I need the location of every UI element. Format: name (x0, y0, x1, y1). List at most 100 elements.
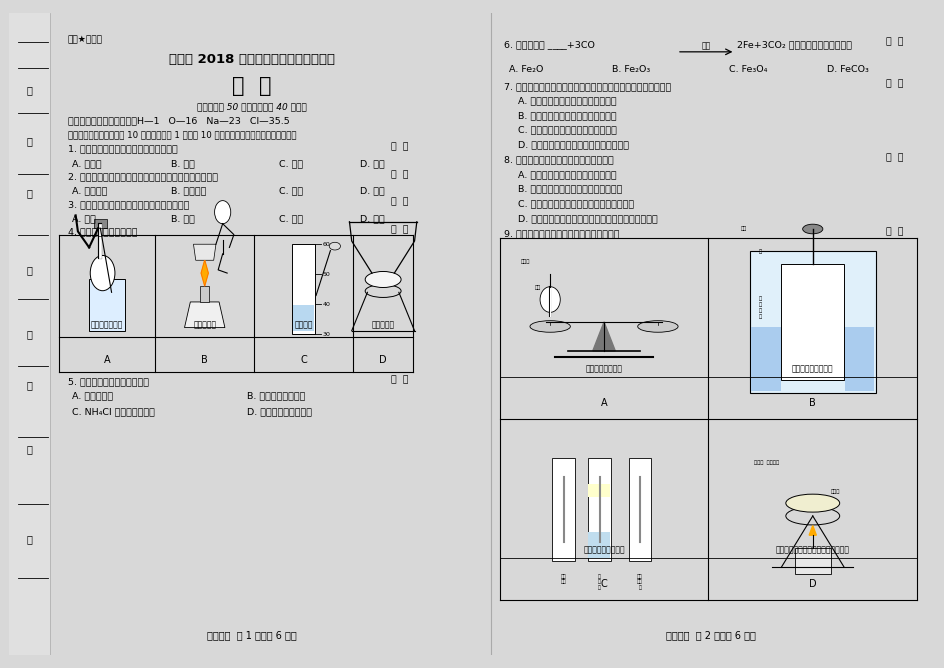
Ellipse shape (329, 242, 340, 250)
Ellipse shape (530, 321, 570, 332)
Bar (293, 305, 313, 331)
Text: B: B (808, 398, 816, 408)
Text: A: A (104, 355, 110, 365)
Ellipse shape (364, 271, 400, 287)
Text: 管: 管 (26, 329, 32, 339)
Bar (750, 251, 875, 393)
Bar (9, 13, 50, 655)
Text: 检查装置气密性: 检查装置气密性 (91, 321, 123, 329)
Text: 无: 无 (26, 444, 32, 454)
Text: （  ）: （ ） (391, 225, 409, 234)
Bar (93, 218, 107, 228)
Text: D. 从微观上分析：水分子是由氢原子和氧原子构成的: D. 从微观上分析：水分子是由氢原子和氧原子构成的 (517, 214, 657, 223)
Text: C. 煮沸: C. 煮沸 (278, 214, 303, 223)
Text: D. 氮气: D. 氮气 (359, 186, 384, 196)
Text: C: C (300, 355, 307, 365)
Text: 量取液体: 量取液体 (294, 321, 312, 329)
Text: D: D (808, 579, 816, 589)
Text: D. 小苏打用于焙制糕点: D. 小苏打用于焙制糕点 (247, 407, 312, 417)
Text: 测定空气中氧气含量: 测定空气中氧气含量 (791, 365, 833, 373)
Text: 5. 有关物质的用途，错误的是: 5. 有关物质的用途，错误的是 (68, 377, 148, 387)
Text: C. NH₄Cl 当做复合肥使用: C. NH₄Cl 当做复合肥使用 (73, 407, 155, 417)
Text: 可能用到的相对原子质量：H—1   O—16   Na—23   Cl—35.5: 可能用到的相对原子质量：H—1 O—16 Na—23 Cl—35.5 (68, 116, 289, 125)
Text: 植
物
油: 植 物 油 (598, 574, 600, 591)
Text: 熄灭酒精灯: 熄灭酒精灯 (193, 321, 216, 329)
Text: 题: 题 (26, 380, 32, 390)
Text: 60: 60 (322, 242, 329, 246)
Text: （  ）: （ ） (391, 170, 409, 179)
Text: （  ）: （ ） (391, 142, 409, 151)
Bar (750, 327, 781, 391)
Text: （  ）: （ ） (885, 37, 902, 47)
Text: 吉林省 2018 年初中毕业生学业水平考试: 吉林省 2018 年初中毕业生学业水平考试 (169, 53, 334, 66)
Text: C. Fe₃O₄: C. Fe₃O₄ (728, 65, 767, 73)
Circle shape (214, 200, 230, 224)
Text: 水: 水 (758, 249, 761, 254)
Text: A. 石墨作电极: A. 石墨作电极 (73, 391, 113, 401)
Text: 3. 生活中可以使硬水软化或软水的常用方法是: 3. 生活中可以使硬水软化或软水的常用方法是 (68, 200, 189, 209)
Text: 滤纸片  乒乓球片: 滤纸片 乒乓球片 (753, 460, 779, 465)
Text: （  ）: （ ） (885, 79, 902, 88)
Text: （  ）: （ ） (885, 153, 902, 162)
Text: A. 稀有气体: A. 稀有气体 (73, 186, 108, 196)
Text: D. 工业废水不经处理就可以排放到江河里: D. 工业废水不经处理就可以排放到江河里 (517, 140, 628, 150)
Text: 化学试卷  第 2 页（共 6 页）: 化学试卷 第 2 页（共 6 页） (665, 631, 755, 641)
Polygon shape (184, 302, 225, 327)
Text: A: A (600, 398, 607, 408)
Text: 2Fe+3CO₂ 中，所缺物质的化学式为: 2Fe+3CO₂ 中，所缺物质的化学式为 (736, 40, 851, 49)
Text: 探究燃烧条件之一：温度达到着火点: 探究燃烧条件之一：温度达到着火点 (775, 546, 849, 554)
Text: D. FeCO₃: D. FeCO₃ (827, 65, 868, 73)
Ellipse shape (540, 287, 560, 313)
Text: 玻璃筒: 玻璃筒 (520, 259, 530, 265)
Polygon shape (194, 244, 215, 261)
Text: 卷: 卷 (26, 188, 32, 198)
Bar (200, 286, 209, 302)
Text: D. 硬度: D. 硬度 (359, 159, 384, 168)
Polygon shape (592, 322, 615, 351)
Text: B. 消毒: B. 消毒 (171, 214, 194, 223)
Text: 化学试卷  第 1 页（共 6 页）: 化学试卷 第 1 页（共 6 页） (207, 631, 296, 641)
Text: B. 状态: B. 状态 (171, 159, 194, 168)
Text: A. 从现象上判断：正极产生的是氢气: A. 从现象上判断：正极产生的是氢气 (517, 170, 615, 179)
Text: 准: 准 (26, 86, 32, 96)
Polygon shape (808, 526, 816, 535)
Text: 2. 空气是一种宝贵的资源，空气中体积分数最大的气体是: 2. 空气是一种宝贵的资源，空气中体积分数最大的气体是 (68, 172, 217, 182)
Text: C. 气味: C. 气味 (278, 159, 303, 168)
Bar (588, 458, 610, 561)
Text: 上: 上 (26, 265, 32, 275)
Text: C. 从宏观上分析：水是由氢气和氧气组成的: C. 从宏观上分析：水是由氢气和氧气组成的 (517, 199, 633, 208)
Text: 1. 物质的下列性质中，属于化学性质的是: 1. 物质的下列性质中，属于化学性质的是 (68, 145, 177, 154)
Text: 氯化
干燥
剂: 氯化 干燥 剂 (636, 574, 642, 591)
Text: （  ）: （ ） (391, 198, 409, 206)
Text: 6. 化学方程式 ____+3CO: 6. 化学方程式 ____+3CO (504, 40, 595, 49)
Text: 化  学: 化 学 (232, 76, 271, 96)
Text: B. 干冰用于人工降雨: B. 干冰用于人工降雨 (247, 391, 306, 401)
Text: 9. 下列实验装置能够实现其对应实验目的是: 9. 下列实验装置能够实现其对应实验目的是 (504, 230, 619, 238)
Bar (794, 548, 830, 574)
Text: （  ）: （ ） (885, 227, 902, 236)
Text: 30: 30 (322, 331, 329, 337)
Text: 移走蒸发皿: 移走蒸发皿 (371, 321, 395, 329)
Text: 铁片: 铁片 (740, 226, 747, 232)
Text: B. 二氧化碳: B. 二氧化碳 (171, 186, 206, 196)
Text: A. 沉降: A. 沉降 (73, 214, 96, 223)
Text: 本试卷满分 50 分，考试时间 40 分钟。: 本试卷满分 50 分，考试时间 40 分钟。 (196, 102, 307, 111)
Ellipse shape (801, 224, 822, 234)
Bar (552, 458, 574, 561)
Text: 效: 效 (26, 534, 32, 544)
Bar (844, 327, 873, 391)
Text: A. 可燃性: A. 可燃性 (73, 159, 102, 168)
Polygon shape (201, 261, 208, 286)
Text: 薄铜片: 薄铜片 (830, 488, 839, 494)
Bar (781, 265, 843, 379)
Text: 高温: 高温 (700, 41, 710, 50)
Text: 一、单项选择题（本题共 10 小题，每小题 1 分，共 10 分。每小题只有一个选项符合题意）: 一、单项选择题（本题共 10 小题，每小题 1 分，共 10 分。每小题只有一个… (68, 131, 296, 140)
Text: 8. 关于电解水实验的下列说法中正确的是: 8. 关于电解水实验的下列说法中正确的是 (504, 156, 614, 165)
Text: 比: 比 (26, 137, 32, 146)
Text: 红磷: 红磷 (534, 285, 540, 290)
Text: C. 氧气: C. 氧气 (278, 186, 303, 196)
Text: 经蒸
馏水: 经蒸 馏水 (560, 574, 565, 584)
Text: D. 过滤: D. 过滤 (359, 214, 384, 223)
Text: 50: 50 (322, 272, 329, 277)
Text: 绝密★启用前: 绝密★启用前 (68, 35, 103, 44)
